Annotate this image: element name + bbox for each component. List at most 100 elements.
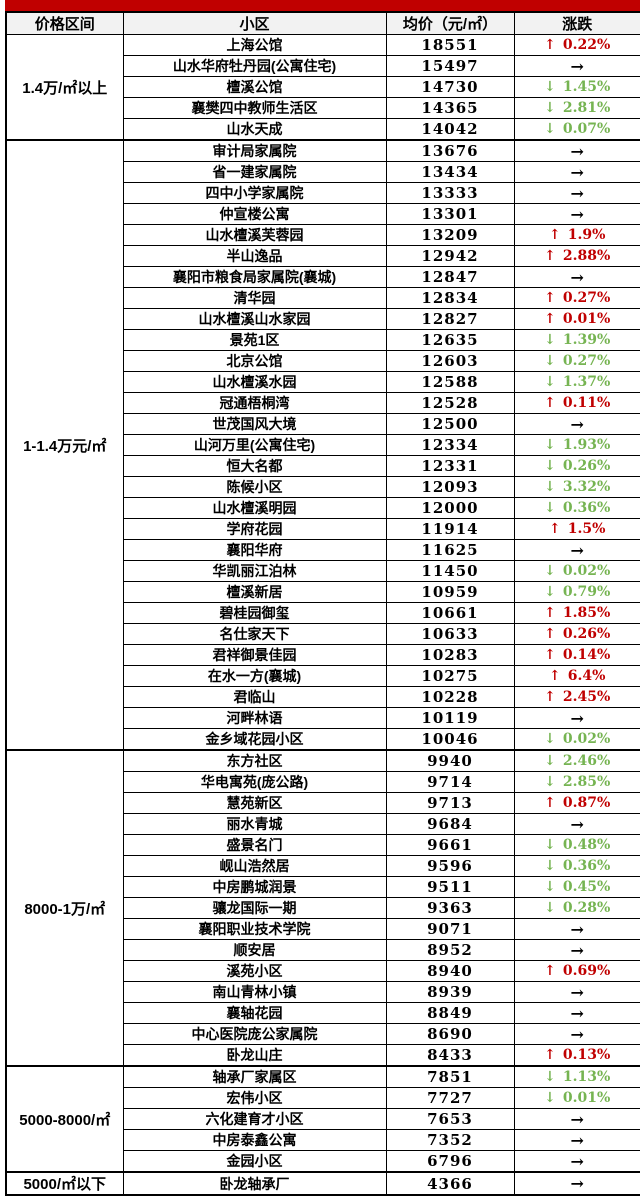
avg-price: 12588 [385, 371, 515, 393]
up-arrow-icon: ↑ [544, 605, 556, 621]
price-range-cell: 5000-8000/㎡ [5, 1065, 124, 1173]
avg-price: 10275 [385, 665, 515, 687]
header-community: 小区 [122, 11, 387, 35]
down-arrow-icon: ↓ [544, 584, 556, 600]
header-avg-price: 均价（元/㎡） [385, 11, 515, 35]
community-name: 顺安居 [122, 939, 387, 961]
avg-price: 11450 [385, 560, 515, 582]
community-name: 轴承厂家属区 [122, 1065, 387, 1088]
table-row: 山水檀溪明园 12000 ↓ 0.36% [6, 497, 640, 519]
change-cell: ↓ 0.26% [513, 455, 640, 477]
change-cell: → [513, 981, 640, 1003]
table-row: 陈候小区 12093 ↓ 3.32% [6, 476, 640, 498]
avg-price: 14042 [385, 118, 515, 141]
community-name: 四中小学家属院 [122, 182, 387, 204]
table-row: 襄樊四中教师生活区 14365 ↓ 2.81% [6, 97, 640, 119]
community-name: 华凯丽江泊林 [122, 560, 387, 582]
change-cell: ↓ 3.32% [513, 476, 640, 498]
avg-price: 13333 [385, 182, 515, 204]
community-name: 山水檀溪水园 [122, 371, 387, 393]
community-name: 卧龙轴承厂 [122, 1171, 387, 1196]
down-arrow-icon: ↓ [544, 458, 556, 474]
change-cell: ↓ 0.07% [513, 118, 640, 141]
avg-price: 12334 [385, 434, 515, 456]
change-percent: 1.45% [562, 79, 611, 95]
community-name: 山河万里(公寓住宅) [122, 434, 387, 456]
up-arrow-icon: ↑ [544, 1047, 556, 1063]
table-row: 华电寓苑(庞公路) 9714 ↓ 2.85% [6, 771, 640, 793]
avg-price: 14730 [385, 76, 515, 98]
change-percent: 0.26% [562, 626, 611, 642]
up-arrow-icon: ↑ [544, 290, 556, 306]
avg-price: 10959 [385, 581, 515, 603]
change-cell: ↓ 0.79% [513, 581, 640, 603]
up-arrow-icon: ↑ [544, 795, 556, 811]
header-change: 涨跌 [513, 11, 640, 35]
change-percent: 0.27% [562, 290, 611, 306]
table-row: 河畔林语 10119 → [6, 707, 640, 729]
change-cell: ↑ 0.11% [513, 392, 640, 414]
up-arrow-icon: ↑ [544, 689, 556, 705]
community-name: 襄樊四中教师生活区 [122, 97, 387, 119]
up-arrow-icon: ↑ [544, 963, 556, 979]
table-row: 慧苑新区 9713 ↑ 0.87% [6, 792, 640, 814]
community-name: 中心医院庞公家属院 [122, 1023, 387, 1045]
community-name: 中房鹏城润景 [122, 876, 387, 898]
up-arrow-icon: ↑ [544, 626, 556, 642]
change-percent: 0.27% [562, 353, 611, 369]
change-cell: → [513, 1002, 640, 1024]
change-cell: ↓ 0.36% [513, 497, 640, 519]
avg-price: 10228 [385, 686, 515, 708]
flat-arrow-icon: → [570, 940, 584, 960]
flat-arrow-icon: → [570, 1024, 584, 1044]
table-row: 名仕家天下 10633 ↑ 0.26% [6, 623, 640, 645]
table-row: 南山青林小镇 8939 → [6, 981, 640, 1003]
change-cell: → [513, 1150, 640, 1173]
table-row: 华凯丽江泊林 11450 ↓ 0.02% [6, 560, 640, 582]
price-range-cell: 1.4万/㎡以上 [5, 34, 124, 141]
community-name: 山水檀溪芙蓉园 [122, 224, 387, 246]
community-name: 审计局家属院 [122, 139, 387, 162]
change-percent: 2.85% [562, 774, 611, 790]
table-row: 襄轴花园 8849 → [6, 1002, 640, 1024]
community-name: 溪苑小区 [122, 960, 387, 982]
community-name: 中房泰鑫公寓 [122, 1129, 387, 1151]
change-cell: ↑ 0.26% [513, 623, 640, 645]
table-row: 骧龙国际一期 9363 ↓ 0.28% [6, 897, 640, 919]
change-cell: → [513, 707, 640, 729]
change-cell: ↑ 1.85% [513, 602, 640, 624]
up-arrow-icon: ↑ [544, 37, 556, 53]
community-name: 山水檀溪山水家园 [122, 308, 387, 330]
avg-price: 7352 [385, 1129, 515, 1151]
change-percent: 2.46% [562, 753, 611, 769]
change-percent: 0.01% [562, 311, 611, 327]
table-row: 顺安居 8952 → [6, 939, 640, 961]
avg-price: 11914 [385, 518, 515, 540]
change-percent: 0.28% [562, 900, 611, 916]
down-arrow-icon: ↓ [544, 1069, 556, 1085]
community-name: 骧龙国际一期 [122, 897, 387, 919]
avg-price: 12827 [385, 308, 515, 330]
table-row: 省一建家属院 13434 → [6, 161, 640, 183]
change-cell: ↓ 0.01% [513, 1087, 640, 1109]
avg-price: 8952 [385, 939, 515, 961]
table-row: 襄阳华府 11625 → [6, 539, 640, 561]
table-row: 北京公馆 12603 ↓ 0.27% [6, 350, 640, 372]
price-table: 价格区间 小区 均价（元/㎡） 涨跌 1.4万/㎡以上 上海公馆 18551 ↑ 0.2… [5, 11, 640, 1196]
header-row: 价格区间 小区 均价（元/㎡） 涨跌 [5, 11, 640, 35]
flat-arrow-icon: → [570, 1151, 584, 1171]
community-name: 恒大名都 [122, 455, 387, 477]
header-price-range: 价格区间 [5, 11, 124, 35]
avg-price: 9940 [385, 749, 515, 772]
community-name: 省一建家属院 [122, 161, 387, 183]
avg-price: 9363 [385, 897, 515, 919]
down-arrow-icon: ↓ [544, 332, 556, 348]
community-name: 半山逸品 [122, 245, 387, 267]
flat-arrow-icon: → [570, 708, 584, 728]
table-row: 山水天成 14042 ↓ 0.07% [6, 118, 640, 141]
change-cell: → [513, 813, 640, 835]
down-arrow-icon: ↓ [544, 753, 556, 769]
community-name: 襄阳职业技术学院 [122, 918, 387, 940]
flat-arrow-icon: → [570, 414, 584, 434]
